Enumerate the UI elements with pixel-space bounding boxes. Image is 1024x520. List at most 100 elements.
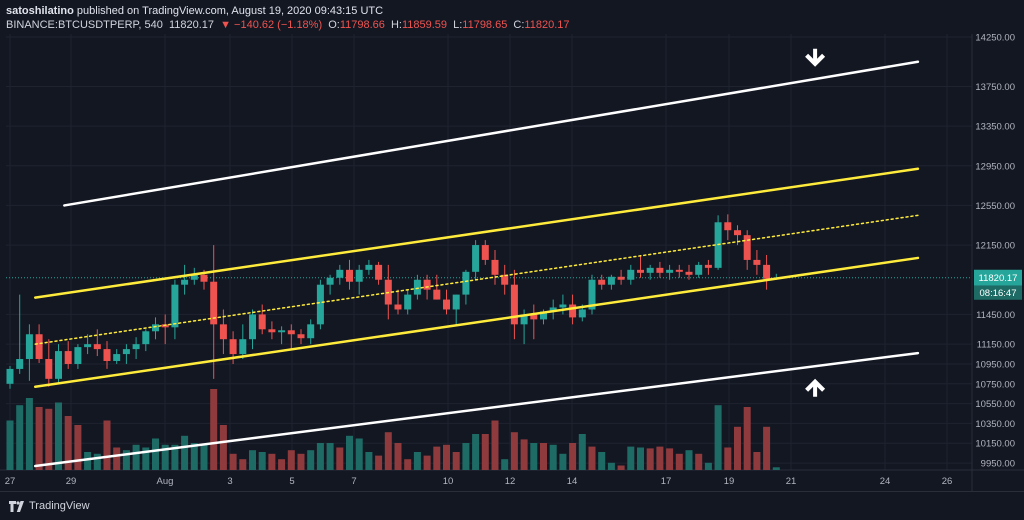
volume-bar	[433, 446, 441, 470]
candle-body	[152, 324, 159, 332]
trendline-mid-yellow	[34, 214, 919, 345]
time-tick-label: 27	[5, 476, 16, 487]
volume-bar	[656, 446, 664, 470]
candle-body	[433, 289, 441, 300]
candle-body	[297, 334, 305, 339]
volume-bar	[627, 446, 635, 470]
time-tick-label: Aug	[157, 476, 174, 487]
open-value: 11798.66	[339, 19, 385, 31]
trendline-lower-white	[33, 351, 920, 468]
volume-bar	[384, 432, 392, 470]
volume-bar	[35, 407, 43, 470]
price-tick-label: 10950.00	[975, 359, 1015, 370]
volume-bar	[646, 448, 654, 470]
candle-body	[627, 269, 635, 280]
volume-bar	[772, 467, 780, 470]
volume-bar	[607, 462, 615, 470]
volume-bar	[74, 425, 82, 470]
candle-body	[103, 349, 111, 361]
volume-bar	[530, 443, 538, 470]
publisher-line: satoshilatino published on TradingView.c…	[6, 4, 573, 18]
candle-body	[375, 264, 383, 280]
candle-body	[365, 264, 373, 270]
publisher-user[interactable]: satoshilatino	[6, 5, 74, 17]
high-label: H:	[390, 19, 402, 31]
volume-bar	[540, 443, 547, 470]
candle-body	[268, 329, 276, 333]
symbol-label[interactable]: BINANCE:BTCUSDTPERP, 540	[6, 19, 163, 31]
candle-body	[326, 277, 334, 285]
candle-body	[278, 330, 286, 333]
candle-body	[190, 274, 198, 280]
candle-body	[423, 279, 431, 290]
candle-body	[287, 330, 295, 335]
candle-body	[210, 281, 218, 325]
candle-body	[122, 349, 130, 355]
tradingview-logo[interactable]: TradingView	[8, 499, 90, 513]
candle-body	[307, 324, 315, 339]
candle-body	[132, 344, 140, 350]
volume-bar	[161, 444, 169, 470]
candle-body	[637, 269, 644, 273]
volume-bar	[55, 402, 62, 470]
volume-bar	[326, 443, 334, 470]
volume-bar	[753, 452, 761, 470]
time-tick-label: 12	[505, 476, 516, 487]
volume-bar	[375, 455, 383, 470]
volume-bar	[268, 453, 276, 470]
chart-footer: TradingView	[0, 491, 1024, 520]
candle-body	[239, 339, 247, 355]
candle-body	[675, 269, 683, 272]
candle-body	[743, 235, 751, 260]
candle-body	[520, 314, 528, 325]
candle-body	[84, 344, 92, 348]
candle-body	[394, 304, 402, 310]
volume-bar	[258, 452, 266, 470]
price-tick-label: 10550.00	[975, 399, 1015, 410]
ohlc-line: BINANCE:BTCUSDTPERP, 540 11820.17 ▼ −140…	[6, 18, 573, 32]
candle-body	[646, 267, 654, 273]
volume-bar	[763, 426, 771, 470]
volume-bar	[423, 455, 431, 470]
time-tick-label: 5	[289, 476, 294, 487]
candle-body	[763, 264, 771, 279]
candle-body	[569, 304, 577, 318]
volume-bar	[45, 408, 53, 470]
price-tick-label: 12150.00	[975, 241, 1015, 252]
candle-body	[93, 344, 101, 350]
candle-body	[355, 269, 363, 282]
candle-body	[607, 276, 615, 285]
price-tick-label: 12950.00	[975, 161, 1015, 172]
volume-bar	[316, 443, 324, 470]
candle-body	[685, 271, 693, 275]
price-chart[interactable]: 14250.00 13750.00 13350.00 12950.00 12550.00…	[0, 0, 1024, 491]
volume-bar	[152, 438, 159, 470]
volume-bar	[132, 444, 140, 470]
volume-bar	[25, 398, 33, 470]
candle-body	[540, 311, 547, 320]
candle-body	[491, 259, 499, 275]
time-tick-label: 26	[942, 476, 953, 487]
price-tick-label: 10750.00	[975, 379, 1015, 390]
volume-bar	[6, 420, 14, 470]
volume-bar	[724, 447, 732, 470]
volume-bar	[501, 459, 509, 470]
tradingview-brand: TradingView	[29, 500, 90, 512]
candle-body	[25, 334, 33, 360]
price-tick-label: 11150.00	[977, 340, 1015, 351]
candle-body	[724, 222, 732, 231]
price-tick-label: 10350.00	[975, 419, 1015, 430]
down-arrow-glyph	[805, 48, 826, 67]
volume-bar	[181, 435, 189, 470]
volume-bar	[142, 447, 150, 470]
volume-bar	[278, 459, 286, 470]
volume-bar	[210, 389, 218, 470]
volume-bar	[617, 465, 625, 470]
candle-body	[45, 359, 53, 379]
trendline-lower-yellow	[33, 256, 920, 389]
candle-body	[734, 230, 741, 236]
volume-bar	[462, 443, 470, 470]
price-tick-label: 9950.00	[981, 459, 1015, 470]
publisher-info: published on TradingView.com, August 19,…	[73, 5, 384, 17]
volume-bar	[734, 426, 741, 470]
